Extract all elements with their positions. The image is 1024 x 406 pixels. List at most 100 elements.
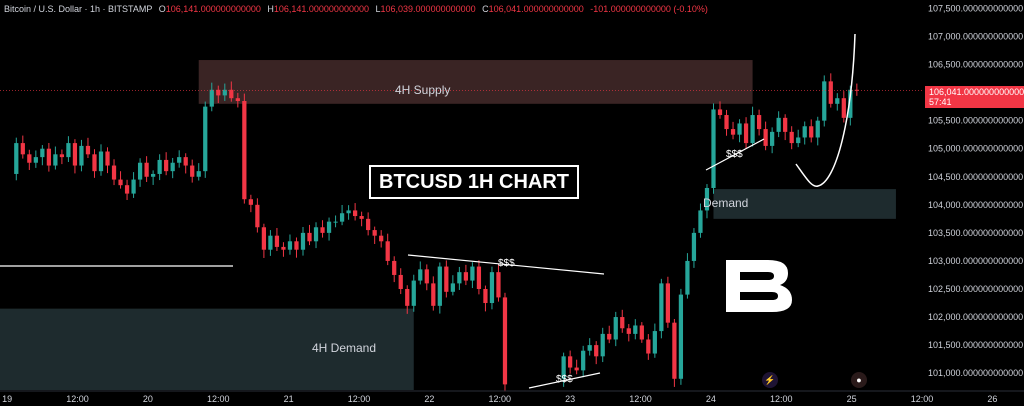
candle-body (620, 317, 625, 329)
candle-body (261, 227, 267, 250)
liquidity-label-2: $$$ (556, 374, 573, 385)
us-flag-event-icon[interactable]: ● (851, 372, 867, 388)
candle-body (27, 154, 32, 163)
price-axis-panel (922, 0, 1024, 406)
candle-body (105, 151, 110, 166)
x-tick-label: 12:00 (911, 394, 934, 404)
open-label: O (158, 4, 166, 14)
candle-body (626, 328, 631, 334)
candle-body (483, 288, 488, 304)
candle-body (815, 120, 820, 138)
candle-body (183, 157, 188, 166)
x-tick-label: 20 (143, 394, 153, 404)
candle-body (470, 266, 475, 281)
candle-body (698, 210, 703, 233)
x-tick-label: 12:00 (629, 394, 652, 404)
candle-body (789, 131, 794, 144)
candle-body (320, 227, 325, 233)
liquidity-line-2 (528, 372, 601, 389)
y-tick-label: 102,500.000000000000 (928, 284, 1023, 294)
candle-body (92, 154, 97, 172)
zone-rect (713, 189, 896, 219)
candle-body (796, 137, 801, 144)
y-tick-label: 101,000.000000000000 (928, 368, 1023, 378)
candle-body (639, 325, 644, 340)
candle-body (346, 210, 351, 214)
candle-body (463, 272, 469, 281)
chart-header: Bitcoin / U.S. Dollar · 1h · BITSTAMP O1… (4, 4, 708, 14)
candle-body (763, 129, 768, 146)
candle-body (14, 143, 19, 174)
bar-countdown: 57:41 (929, 97, 952, 107)
candle-body (366, 218, 371, 231)
supply-zone-label: 4H Supply (395, 83, 451, 97)
candle-body (333, 221, 338, 223)
current-price: 106,041.000000000000 (929, 87, 1024, 97)
candle-body (392, 260, 397, 275)
candle-body (717, 109, 723, 116)
candle-body (600, 333, 605, 357)
x-tick-label: 12:00 (770, 394, 793, 404)
candle-body (783, 117, 788, 132)
candle-body (20, 143, 25, 155)
candle-body (209, 89, 214, 107)
candle-body (398, 274, 403, 289)
lightning-event-icon[interactable]: ⚡ (762, 372, 778, 388)
candle-body (502, 297, 508, 385)
candle-body (411, 280, 416, 306)
y-tick-label: 103,500.000000000000 (928, 228, 1023, 238)
candle-body (496, 272, 501, 298)
candle-body (385, 241, 390, 261)
demand4h-zone-label: 4H Demand (312, 341, 377, 355)
candle-body (235, 98, 240, 102)
candle-body (359, 216, 364, 219)
candle-body (854, 89, 859, 91)
candle-body (730, 129, 736, 135)
candle-body (711, 109, 716, 188)
candle-body (281, 246, 286, 250)
candle-body (802, 126, 807, 138)
close-label: C (482, 4, 489, 14)
projection-curve (795, 33, 856, 187)
candle-body (652, 331, 657, 354)
candle-body (300, 232, 306, 250)
y-tick-label: 107,500.000000000000 (928, 3, 1023, 13)
candle-body (405, 288, 410, 306)
candle-body (418, 269, 423, 281)
candle-body (157, 159, 162, 174)
candle-body (704, 187, 710, 211)
candle-body (678, 294, 684, 379)
candle-body (53, 154, 58, 166)
y-tick-label: 105,500.000000000000 (928, 116, 1023, 126)
candle-body (724, 115, 729, 130)
candle-body (809, 126, 814, 138)
zone-rect (198, 60, 753, 104)
candle-body (151, 173, 156, 177)
candle-body (444, 266, 449, 292)
candle-body (137, 162, 143, 180)
change-value: -101.000000000000 (-0.10%) (590, 4, 708, 14)
y-tick-label: 103,000.000000000000 (928, 256, 1023, 266)
candle-body (190, 165, 195, 177)
candle-body (307, 232, 312, 242)
candle-body (294, 241, 299, 250)
candle-body (665, 283, 670, 323)
y-tick-label: 104,000.000000000000 (928, 200, 1023, 210)
x-tick-label: 23 (565, 394, 575, 404)
candle-body (776, 117, 781, 132)
high-label: H (267, 4, 274, 14)
candle-body (274, 235, 280, 247)
candle-body (581, 350, 586, 371)
candle-body (203, 106, 208, 172)
candle-body (216, 89, 221, 96)
x-tick-label: 19 (2, 394, 12, 404)
candle-body (40, 148, 45, 158)
y-tick-label: 106,500.000000000000 (928, 60, 1023, 70)
candle-body (111, 165, 117, 180)
candle-body (672, 322, 677, 379)
candle-body (118, 179, 123, 186)
candle-body (79, 145, 84, 166)
y-tick-label: 107,000.000000000000 (928, 31, 1023, 41)
candle-body (476, 266, 482, 289)
